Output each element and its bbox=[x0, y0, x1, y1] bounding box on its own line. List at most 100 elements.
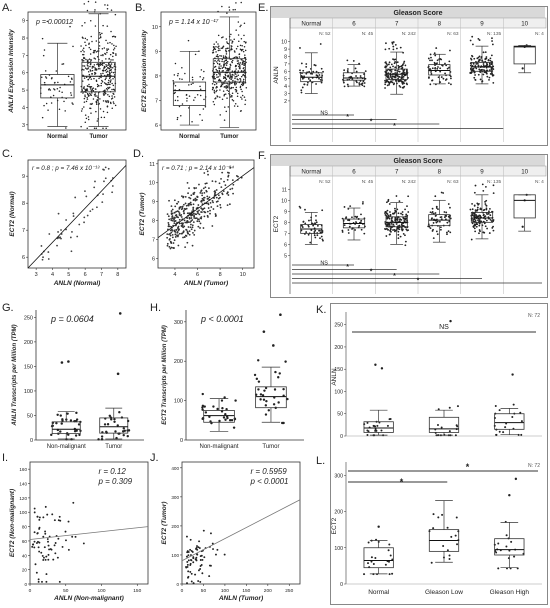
panel-d-point bbox=[177, 226, 179, 229]
panel-f-2-point bbox=[397, 233, 400, 236]
panel-d-point bbox=[174, 214, 177, 217]
panel-d-point bbox=[215, 196, 218, 199]
panel-a-0-point bbox=[70, 92, 72, 94]
panel-b-1-point bbox=[212, 45, 215, 48]
panel-d-point bbox=[166, 244, 169, 247]
panel-b-1-point bbox=[215, 74, 218, 76]
panel-a-1-point bbox=[112, 78, 114, 80]
panel-c-ytick-label: 9 bbox=[22, 174, 25, 180]
panel-e-1-point bbox=[351, 78, 354, 81]
panel-i-point bbox=[57, 519, 60, 522]
panel-f-1-point bbox=[354, 215, 357, 218]
panel-a-0-point bbox=[41, 116, 44, 119]
panel-a-1-point bbox=[89, 107, 92, 110]
panel-a-1-point bbox=[105, 39, 107, 42]
panel-i-stat-r: r = 0.12 bbox=[98, 467, 126, 476]
panel-e-4-point bbox=[472, 43, 474, 46]
panel-d-point bbox=[192, 231, 194, 234]
panel-j-point bbox=[186, 563, 189, 566]
panel-e-3-point bbox=[444, 62, 446, 65]
panel-e-4-point bbox=[486, 75, 489, 78]
panel-g-0-point bbox=[55, 421, 58, 425]
panel-f-count-label: N: 242 bbox=[402, 179, 416, 185]
panel-b-1-point bbox=[234, 70, 237, 72]
panel-f-category-label: 8 bbox=[438, 169, 442, 176]
panel-b-1-point bbox=[218, 69, 221, 72]
panel-j-ytick-label: 200 bbox=[171, 524, 179, 529]
panel-d-point bbox=[177, 235, 179, 238]
panel-d-point bbox=[218, 182, 221, 185]
panel-e-3-point bbox=[446, 67, 449, 70]
panel-a-1-point bbox=[105, 87, 108, 90]
panel-a-ytick-label: 5 bbox=[22, 88, 25, 94]
panel-e-4-point bbox=[489, 73, 492, 75]
panel-a-1-point bbox=[83, 97, 86, 100]
panel-j-point bbox=[223, 553, 226, 556]
panel-b-0-point bbox=[201, 78, 204, 81]
panel-a-1-point bbox=[103, 65, 106, 68]
panel-f-2-point bbox=[384, 228, 386, 230]
panel-d-point bbox=[166, 213, 169, 216]
panel-b-1-point bbox=[243, 56, 246, 59]
panel-d-point bbox=[167, 215, 170, 218]
panel-a-1-point bbox=[100, 63, 103, 66]
panel-e-0-point bbox=[305, 65, 308, 68]
panel-f-2-point bbox=[404, 234, 406, 237]
panel-d-point bbox=[195, 217, 198, 220]
panel-d-point bbox=[178, 218, 181, 221]
panel-c-ytick-label: 7 bbox=[22, 228, 25, 234]
panel-b-1-point bbox=[215, 41, 218, 43]
panel-c-xtick-label: 8 bbox=[116, 272, 119, 278]
panel-a-1-point bbox=[107, 94, 109, 96]
panel-a-1-point bbox=[87, 59, 89, 61]
panel-e-2-point bbox=[392, 48, 395, 51]
panel-b-1-point bbox=[228, 80, 230, 83]
panel-k-2-point bbox=[512, 403, 515, 406]
panel-a-1-point bbox=[110, 63, 113, 65]
panel-g-0-point bbox=[78, 433, 81, 437]
panel-c-point bbox=[101, 201, 104, 203]
panel-b-ytick-label: 9 bbox=[155, 49, 158, 55]
panel-d-point bbox=[202, 187, 205, 190]
panel-b-1-point bbox=[231, 95, 233, 98]
panel-d-point bbox=[203, 172, 206, 174]
panel-b-1-point bbox=[232, 8, 234, 11]
panel-a-1-point bbox=[88, 83, 90, 86]
panel-g-category-label: Tumor bbox=[105, 444, 122, 450]
panel-b-1-point bbox=[235, 82, 238, 85]
panel-g-1-point bbox=[122, 427, 125, 430]
panel-i-point bbox=[40, 551, 43, 554]
panel-g-0-point bbox=[74, 434, 78, 437]
panel-f-4-point bbox=[474, 184, 477, 187]
panel-b-0-point bbox=[176, 118, 179, 121]
panel-f-2-point bbox=[401, 211, 404, 213]
panel-i-point bbox=[47, 544, 50, 547]
panel-f-category-label: 7 bbox=[395, 169, 399, 176]
panel-b-0-point bbox=[185, 94, 188, 96]
panel-j-point bbox=[194, 547, 197, 550]
panel-e-4-point bbox=[472, 62, 475, 65]
panel-a-1-point bbox=[87, 116, 90, 118]
panel-d-ytick-label: 6 bbox=[152, 257, 155, 263]
panel-d-ytick-label: 7 bbox=[152, 238, 155, 244]
panel-d-point bbox=[178, 222, 181, 225]
panel-h-0-point bbox=[201, 408, 204, 411]
panel-f-4-point bbox=[484, 218, 487, 220]
panel-l-point bbox=[508, 493, 511, 497]
panel-b-0-point bbox=[188, 84, 190, 86]
panel-d-point bbox=[182, 231, 185, 233]
panel-a-1-point bbox=[83, 51, 85, 53]
panel-l-1-point bbox=[455, 516, 458, 519]
panel-a-1-point bbox=[87, 65, 89, 67]
panel-b-1-point bbox=[218, 45, 220, 47]
panel-a-1-point bbox=[88, 46, 91, 49]
panel-e-0-point bbox=[308, 70, 311, 73]
panel-e-1-point bbox=[361, 82, 364, 85]
panel-d-point bbox=[173, 239, 176, 242]
panel-j-point bbox=[211, 542, 214, 545]
panel-b-0-point bbox=[174, 85, 177, 87]
panel-b-1-point bbox=[241, 82, 244, 84]
panel-d-point bbox=[194, 213, 197, 216]
panel-g-1-point bbox=[121, 430, 125, 433]
panel-e-2-point bbox=[384, 61, 387, 63]
